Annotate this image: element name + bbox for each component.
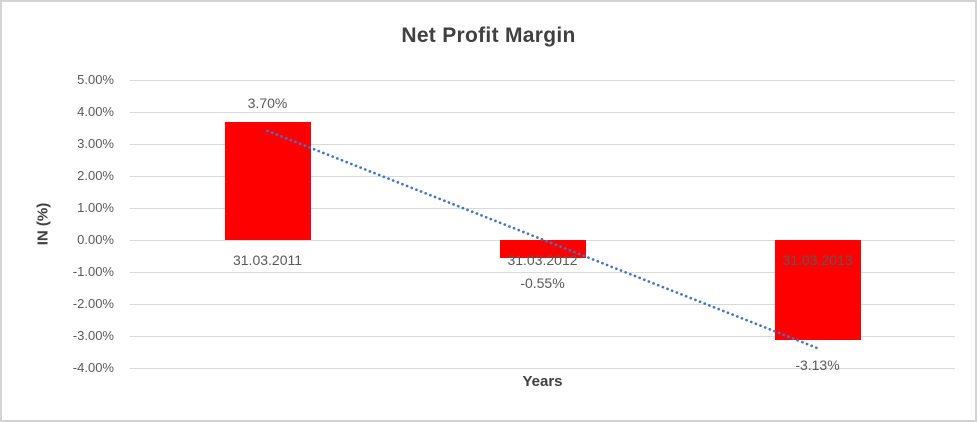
x-axis-title: Years [522,373,563,390]
y-tick-label: 0.00% [77,232,114,247]
y-tick-label: 5.00% [77,72,114,87]
category-label: 31.03.2013 [782,252,853,268]
y-tick-label: 2.00% [77,168,114,183]
data-label: 3.70% [247,94,288,111]
y-tick-label: -3.00% [72,328,114,343]
y-tick-label: 1.00% [77,200,114,215]
y-tick-label: -4.00% [72,360,114,375]
y-tick-label: -2.00% [72,296,114,311]
gridline [130,111,955,113]
gridline [130,367,955,369]
gridline [130,79,955,81]
y-tick-label: 3.00% [77,136,114,151]
data-label: -3.13% [795,357,840,374]
bar-31.03.2011[interactable] [224,121,311,240]
y-tick-label: 4.00% [77,104,114,119]
data-label: -0.55% [520,274,565,291]
y-tick-label: -1.00% [72,264,114,279]
category-label: 31.03.2011 [232,252,303,268]
category-label: 31.03.2012 [507,252,578,268]
chart-title: Net Profit Margin [401,24,576,47]
